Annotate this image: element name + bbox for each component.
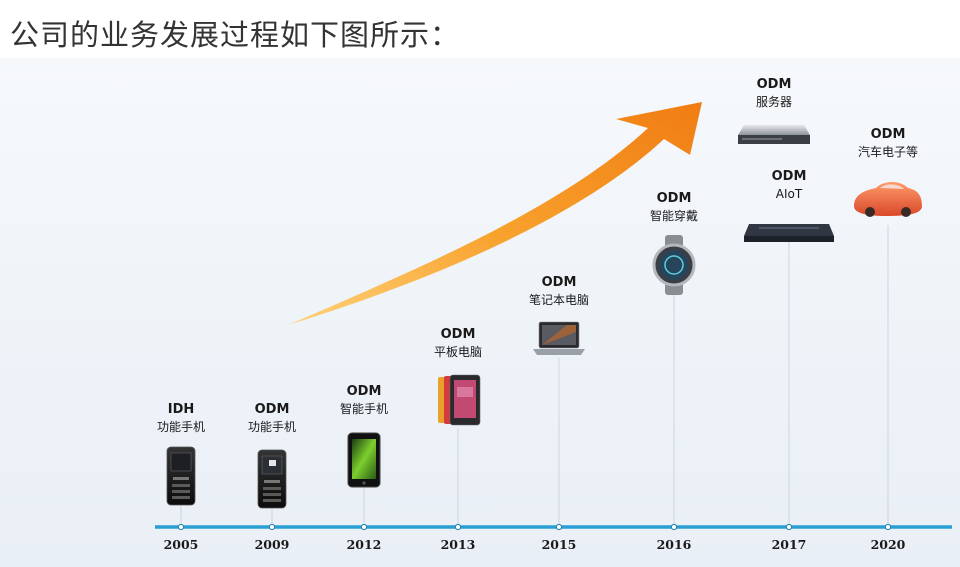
axis-dot (555, 523, 563, 531)
product-label: 智能手机 (340, 401, 388, 416)
feature-phone-icon (257, 449, 287, 509)
axis-dot (454, 523, 462, 531)
feature-phone-icon (166, 446, 196, 506)
business-model-label: ODM (772, 169, 807, 184)
year-label: 2005 (164, 537, 199, 552)
product-label: 智能穿戴 (650, 208, 698, 223)
server-icon (738, 125, 810, 144)
aiot-device-icon (744, 224, 834, 242)
product-label: 平板电脑 (434, 345, 482, 359)
page-title: 公司的业务发展过程如下图所示： (10, 18, 461, 52)
year-label: 2009 (255, 537, 290, 552)
product-label: 笔记本电脑 (529, 292, 589, 307)
business-model-label: ODM (542, 275, 577, 290)
business-model-label: ODM (347, 384, 382, 399)
product-label: 功能手机 (248, 420, 296, 434)
business-model-label: ODM (255, 402, 290, 417)
axis-dot (670, 523, 678, 531)
year-label: 2020 (871, 537, 906, 552)
axis-dot (785, 523, 793, 531)
year-label: 2016 (657, 537, 692, 552)
year-label: 2017 (772, 537, 807, 552)
axis-dot (177, 523, 185, 531)
tablet-icon (438, 374, 481, 426)
laptop-icon (533, 321, 585, 355)
business-model-label: ODM (757, 77, 792, 92)
business-model-label: ODM (871, 127, 906, 142)
year-label: 2012 (347, 537, 382, 552)
business-model-label: ODM (657, 191, 692, 206)
year-label: 2015 (542, 537, 577, 552)
year-label: 2013 (441, 537, 476, 552)
product-label: 功能手机 (157, 420, 205, 434)
product-label: 汽车电子等 (858, 144, 918, 159)
car-icon (854, 182, 922, 217)
axis-dot (360, 523, 368, 531)
business-model-label: IDH (168, 402, 195, 417)
axis-dot (884, 523, 892, 531)
product-label: 服务器 (756, 94, 792, 109)
business-model-label: ODM (441, 327, 476, 342)
growth-arrow (288, 102, 702, 325)
smartwatch-icon (652, 235, 696, 295)
product-label: AIoT (776, 187, 803, 201)
axis-dot (268, 523, 276, 531)
smartphone-icon (347, 432, 381, 488)
